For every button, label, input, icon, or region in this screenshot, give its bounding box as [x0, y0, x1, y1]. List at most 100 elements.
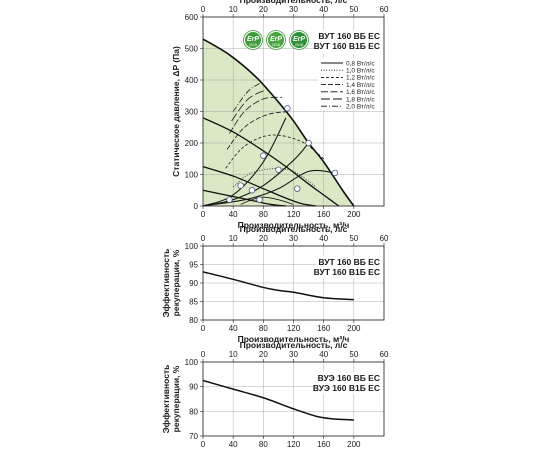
y-tick-label: 95 [189, 261, 198, 270]
operating-point [305, 139, 312, 147]
x2-tick-label: 40 [319, 5, 328, 14]
erp-badge-fill [268, 32, 284, 48]
model-box [316, 256, 383, 278]
x2-tick-label: 30 [289, 5, 298, 14]
x2-tick-label: 60 [380, 5, 389, 14]
model-label: ВУТ 160 В1Б ЕС [314, 267, 380, 277]
y-axis-title-line: Эффективность [161, 365, 171, 434]
y-axis-title-line: рекуперации, % [171, 249, 181, 316]
erp-badge-label: ErP [247, 36, 259, 43]
x-tick-label: 80 [259, 440, 268, 449]
x2-tick-label: 0 [201, 350, 206, 359]
x-tick-label: 0 [201, 210, 206, 219]
efficiency-curve [240, 196, 294, 205]
model-label: ВУЭ 160 В1Б ЕС [313, 383, 380, 393]
y-axis-title: Эффективностьрекуперации, % [161, 249, 181, 318]
x2-tick-label: 0 [201, 5, 206, 14]
y-tick-label: 70 [189, 432, 198, 441]
erp-badge-fill [291, 32, 307, 48]
operating-point [248, 187, 256, 194]
system-curve [202, 142, 309, 207]
model-box [318, 30, 383, 54]
x2-tick-label: 50 [349, 5, 358, 14]
operating-point [284, 105, 291, 112]
x2-tick-label: 30 [289, 234, 298, 243]
fan-curve [202, 38, 355, 207]
x2-axis-title: Производительность, л/с [240, 224, 348, 234]
x-tick-label: 120 [287, 210, 301, 219]
x-tick-label: 200 [347, 210, 361, 219]
x2-tick-label: 60 [380, 234, 389, 243]
legend: 0,8 Вт/л/с1,0 Вт/л/с1,2 Вт/л/с1,4 Вт/л/с… [318, 58, 383, 111]
erp-badge-year: 2015 [249, 43, 257, 47]
legend-label: 2,0 Вт/л/с [346, 104, 375, 111]
x2-tick-label: 10 [229, 5, 238, 14]
fan-curve [202, 117, 340, 207]
x-tick-label: 0 [201, 324, 206, 333]
x2-tick-label: 0 [201, 234, 206, 243]
legend-label: 1,4 Вт/л/с [346, 82, 375, 89]
efficiency-curve [226, 111, 290, 150]
x-tick-label: 160 [317, 440, 331, 449]
efficiency-curve [232, 81, 264, 112]
y-axis-title: Статическое давление, ΔP (Па) [171, 46, 181, 177]
operating-point [256, 196, 263, 203]
operating-point [331, 169, 339, 177]
legend-label: 1,0 Вт/л/с [346, 68, 375, 75]
model-box [316, 372, 383, 394]
erp-badge-year: 2016 [272, 43, 280, 47]
y-tick-label: 80 [189, 316, 198, 325]
legend-label: 1,2 Вт/л/с [346, 75, 375, 82]
erp-badge-label: ErP [293, 36, 305, 43]
x-tick-label: 160 [317, 324, 331, 333]
system-curve [202, 117, 287, 207]
erp-badge-label: ErP [270, 36, 282, 43]
efficiency-curve [232, 168, 317, 188]
x2-tick-label: 50 [349, 350, 358, 359]
x-axis-title: Производительность, м³/ч [238, 220, 350, 230]
x2-tick-label: 20 [259, 350, 268, 359]
x-tick-label: 80 [259, 210, 268, 219]
y-tick-label: 400 [185, 76, 199, 85]
x2-tick-label: 40 [319, 350, 328, 359]
y-tick-label: 500 [185, 45, 199, 54]
fan-curve [202, 166, 317, 207]
efficiency-curve [231, 89, 268, 122]
x2-axis-title: Производительность, л/с [240, 340, 348, 350]
y-axis-title-line: рекуперации, % [171, 365, 181, 432]
model-label: ВУТ 160 ВБ ЕС [318, 257, 380, 267]
x2-tick-label: 50 [349, 234, 358, 243]
x-tick-label: 200 [347, 324, 361, 333]
x-tick-label: 200 [347, 440, 361, 449]
y-tick-label: 90 [189, 383, 198, 392]
y-tick-label: 300 [185, 108, 199, 117]
erp-badge-fill [245, 32, 261, 48]
x-tick-label: 40 [229, 210, 238, 219]
legend-label: 1,6 Вт/л/с [346, 89, 375, 96]
x-tick-label: 120 [287, 324, 301, 333]
system-curve [202, 169, 336, 207]
legend-label: 1,8 Вт/л/с [346, 96, 375, 103]
x2-tick-label: 30 [289, 350, 298, 359]
y-tick-label: 85 [189, 298, 198, 307]
legend-label: 0,8 Вт/л/с [346, 60, 375, 67]
x2-tick-label: 10 [229, 234, 238, 243]
model-label: ВУТ 160 ВБ ЕС [318, 31, 380, 41]
efficiency-line [202, 271, 354, 301]
x2-tick-label: 10 [229, 350, 238, 359]
legend-box [318, 58, 383, 110]
y-tick-label: 90 [189, 279, 198, 288]
y-tick-label: 200 [185, 139, 199, 148]
x2-axis-title: Производительность, л/с [240, 0, 348, 5]
x-tick-label: 0 [201, 440, 206, 449]
model-label: ВУТ 160 В1Б ЕС [314, 41, 380, 51]
x2-tick-label: 20 [259, 234, 268, 243]
operating-point [275, 166, 282, 173]
model-label: ВУЭ 160 ВБ ЕС [318, 373, 380, 383]
operating-point [260, 152, 267, 159]
